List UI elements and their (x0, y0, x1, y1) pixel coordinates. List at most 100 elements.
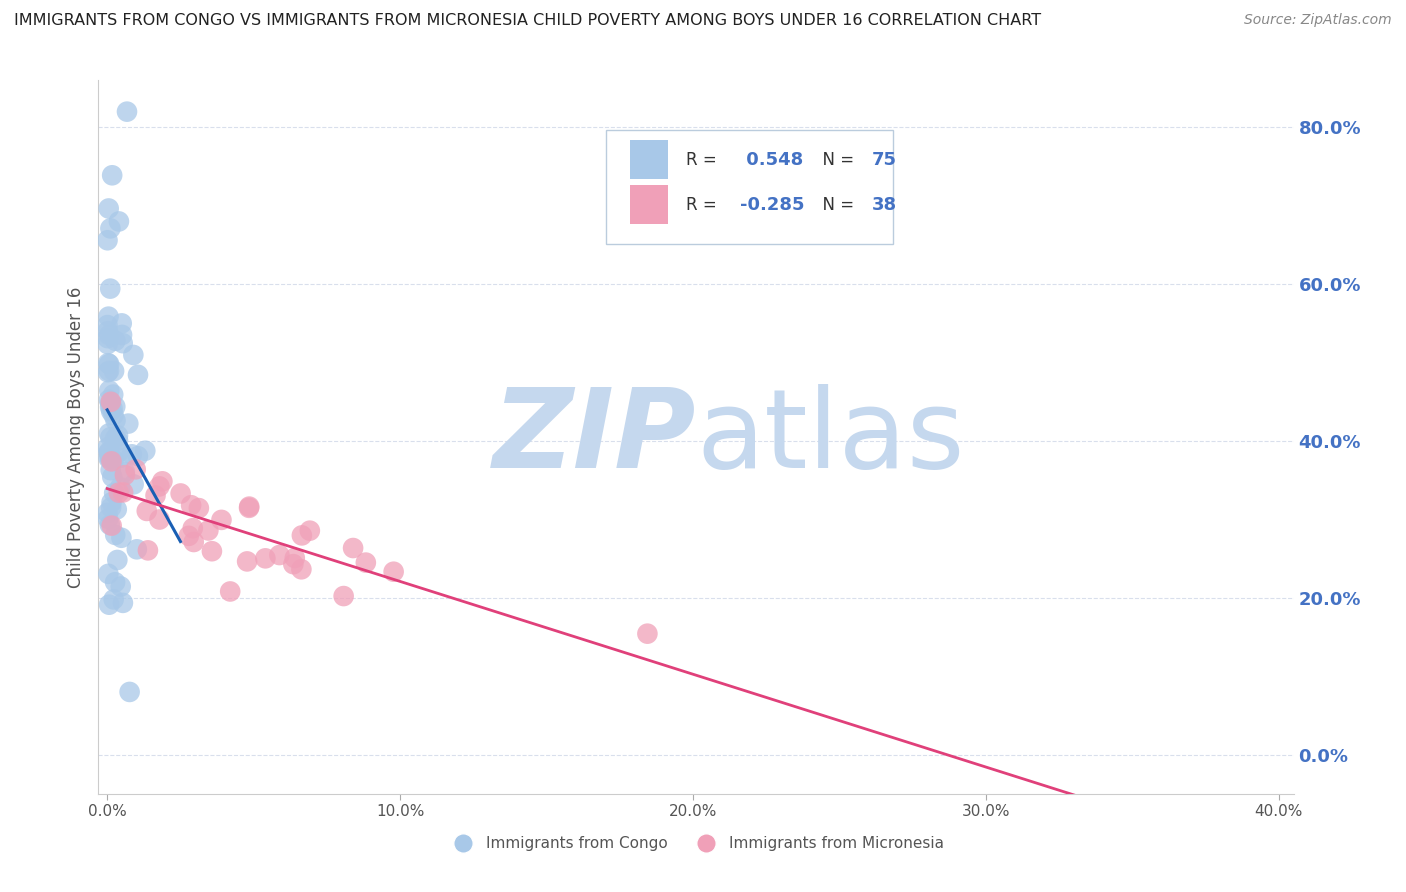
Point (197, 524, 219, 538)
Point (110, 580, 132, 594)
Point (104, 334, 127, 348)
Point (177, 529, 200, 543)
Point (169, 486, 191, 500)
Point (284, 551, 307, 566)
Point (127, 449, 149, 463)
Text: N =: N = (811, 151, 859, 169)
Point (100, 394, 122, 409)
Point (105, 553, 128, 567)
Point (97, 566, 120, 581)
Point (100, 450, 122, 465)
Point (100, 495, 122, 509)
Point (112, 485, 135, 500)
Point (103, 452, 125, 467)
Point (125, 542, 148, 557)
Point (100, 430, 122, 444)
Point (148, 479, 170, 493)
Point (134, 443, 156, 458)
Text: ZIP: ZIP (492, 384, 696, 491)
Point (108, 480, 131, 494)
Point (107, 485, 129, 500)
Point (103, 387, 125, 401)
Point (97, 512, 120, 526)
Point (101, 401, 124, 416)
Point (135, 504, 157, 518)
Text: R =: R = (686, 195, 723, 214)
Point (104, 400, 127, 414)
Point (97, 356, 120, 370)
Point (100, 454, 122, 468)
Text: 0.548: 0.548 (740, 151, 803, 169)
Point (121, 447, 143, 461)
Point (97, 365, 120, 379)
Point (636, 626, 658, 640)
Point (382, 565, 405, 579)
Point (283, 557, 305, 571)
Point (98, 384, 121, 398)
Point (114, 468, 136, 483)
Point (103, 364, 125, 378)
Point (98, 364, 121, 378)
Point (127, 368, 149, 382)
Point (97, 444, 120, 458)
Point (111, 336, 134, 351)
Point (103, 486, 125, 500)
Point (219, 584, 242, 599)
Point (115, 104, 138, 119)
Text: atlas: atlas (696, 384, 965, 491)
Point (96, 318, 118, 332)
Point (101, 169, 124, 183)
Bar (630, 140, 668, 179)
Point (103, 592, 125, 607)
Text: R =: R = (686, 151, 723, 169)
Point (98, 451, 121, 466)
Point (97, 331, 120, 345)
Point (96, 233, 118, 247)
FancyBboxPatch shape (606, 130, 893, 244)
Text: IMMIGRANTS FROM CONGO VS IMMIGRANTS FROM MICRONESIA CHILD POVERTY AMONG BOYS UND: IMMIGRANTS FROM CONGO VS IMMIGRANTS FROM… (14, 13, 1042, 29)
Point (97, 337, 120, 351)
Point (97, 446, 120, 460)
Point (145, 488, 167, 502)
Point (110, 531, 132, 545)
Point (104, 575, 127, 590)
Point (97, 202, 120, 216)
Point (97, 324, 120, 338)
Point (332, 589, 354, 603)
Point (238, 500, 260, 514)
Point (104, 432, 127, 446)
Point (354, 556, 377, 570)
Point (236, 554, 259, 568)
Point (98, 598, 121, 612)
Point (187, 501, 209, 516)
Bar (630, 185, 668, 224)
Point (150, 475, 173, 489)
Point (122, 348, 145, 362)
Point (111, 317, 134, 331)
Point (100, 221, 122, 235)
Point (238, 500, 260, 515)
Point (107, 428, 129, 442)
Point (181, 521, 204, 535)
Point (122, 477, 145, 491)
Point (117, 417, 139, 431)
Point (98, 357, 121, 371)
Point (98, 517, 121, 532)
Point (148, 512, 170, 526)
Point (136, 543, 159, 558)
Point (107, 434, 129, 448)
Point (98, 401, 121, 415)
Point (298, 524, 321, 538)
Point (100, 500, 122, 515)
Text: N =: N = (811, 195, 859, 214)
Point (180, 498, 202, 512)
Point (125, 462, 148, 476)
Point (96, 506, 118, 520)
Point (291, 528, 314, 542)
Point (98, 328, 121, 343)
Point (211, 513, 233, 527)
Y-axis label: Child Poverty Among Boys Under 16: Child Poverty Among Boys Under 16 (66, 286, 84, 588)
Point (98, 392, 121, 407)
Point (100, 518, 122, 533)
Point (114, 465, 136, 479)
